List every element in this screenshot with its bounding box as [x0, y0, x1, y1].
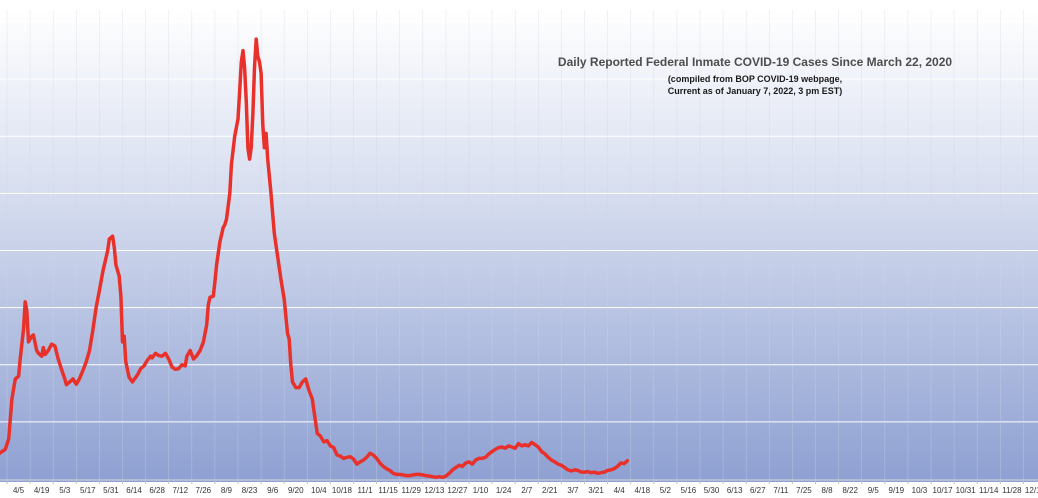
x-tick-label: 4/18: [634, 486, 650, 495]
x-tick-label: 6/14: [126, 486, 142, 495]
x-tick-label: 7/11: [773, 486, 789, 495]
horizontal-gridlines: [0, 21, 1038, 423]
x-tick-label: 10/17: [933, 486, 954, 495]
x-tick-label: 6/28: [149, 486, 165, 495]
x-tick-label: 5/17: [80, 486, 96, 495]
series-group: [0, 37, 630, 480]
x-tick-label: 10/31: [956, 486, 977, 495]
x-tick-label: 9/19: [889, 486, 905, 495]
x-tick-label: 10/18: [332, 486, 353, 495]
x-tick-label: 11/29: [402, 486, 422, 495]
x-tick-label: 12/13: [424, 486, 445, 495]
x-tick-label: 6/13: [727, 486, 743, 495]
x-tick-label: 4/19: [34, 486, 50, 495]
x-tick-label: 9/6: [267, 486, 279, 495]
x-tick-label: 7/26: [196, 486, 212, 495]
x-tick-label: 6/27: [750, 486, 766, 495]
x-tick-label: 7/25: [796, 486, 812, 495]
chart-subtitle-line-1: (compiled from BOP COVID-19 webpage,: [668, 74, 842, 84]
chart-title: Daily Reported Federal Inmate COVID-19 C…: [558, 55, 952, 69]
x-tick-label: 9/20: [288, 486, 304, 495]
x-tick-label: 10/3: [912, 486, 928, 495]
x-tick-label: 7/12: [172, 486, 188, 495]
x-tick-label: 5/31: [103, 486, 119, 495]
x-tick-label: 11/1: [358, 486, 374, 495]
x-tick-label: 8/22: [842, 486, 858, 495]
series-line-0: [0, 37, 630, 480]
x-tick-label: 4/5: [13, 486, 25, 495]
x-tick-label: 5/16: [681, 486, 697, 495]
x-tick-label: 3/7: [567, 486, 579, 495]
x-tick-label: 5/3: [59, 486, 71, 495]
x-tick-label: 5/30: [704, 486, 720, 495]
x-tick-label: 2/21: [542, 486, 558, 495]
x-tick-label: 2/7: [521, 486, 533, 495]
x-tick-label: 3/21: [588, 486, 604, 495]
x-tick-label: 12/12: [1025, 486, 1038, 495]
x-tick-label: 8/23: [242, 486, 258, 495]
vertical-gridlines: [6, 10, 1024, 480]
x-tick-label: 5/2: [660, 486, 672, 495]
x-tick-label: 10/4: [311, 486, 327, 495]
x-tick-label: 1/10: [473, 486, 489, 495]
x-tick-label: 11/14: [979, 486, 999, 495]
x-axis-ticks: 4/5 4/19 5/3 5/17 5/31 6/14 6/28 7/12 7/26 8/9 8/2…: [6, 480, 1038, 495]
x-tick-label: 12/27: [447, 486, 468, 495]
plot-area: [0, 10, 1038, 482]
x-tick-label: 8/8: [821, 486, 833, 495]
x-tick-label: 11/15: [378, 486, 398, 495]
x-tick-label: 8/9: [221, 486, 233, 495]
chart-subtitle-line-2: Current as of January 7, 2022, 3 pm EST): [668, 86, 843, 96]
x-tick-label: 11/28: [1002, 486, 1022, 495]
x-tick-label: 9/5: [868, 486, 880, 495]
x-tick-label: 4/4: [614, 486, 626, 495]
x-tick-label: 1/24: [496, 486, 512, 495]
